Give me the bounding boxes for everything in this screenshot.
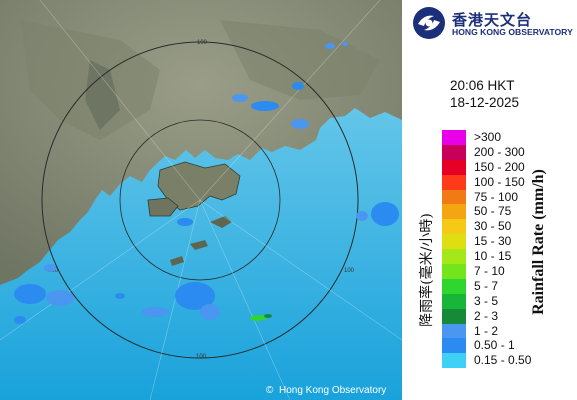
legend-swatch (442, 174, 466, 190)
rain-echoes (14, 42, 399, 324)
legend-title-chinese: 降雨率(毫米/小時) (419, 213, 435, 327)
legend-swatch (442, 249, 466, 265)
legend-color-scale (442, 130, 466, 369)
legend-label: 75 - 100 (474, 189, 519, 204)
observation-time: 20:06 HKT (450, 78, 515, 93)
legend-swatch (442, 144, 466, 160)
island (170, 256, 184, 266)
legend-swatch (442, 264, 466, 279)
legend-label: 5 - 7 (474, 278, 499, 293)
legend-label: 15 - 30 (474, 234, 512, 249)
legend-label: 7 - 10 (474, 264, 505, 279)
legend-label: 50 - 75 (474, 204, 512, 219)
island (210, 216, 232, 228)
legend-swatch (442, 219, 466, 235)
legend-panel: 香港天文台 HONG KONG OBSERVATORY 20:06 HKT 18… (402, 0, 577, 400)
legend-title-english: Rainfall Rate (mm/h) (530, 169, 547, 315)
legend-swatch (442, 278, 466, 294)
radar-map: 100 100 100 100 © Hong Kong Observatory (0, 0, 402, 400)
logo-chinese-text: 香港天文台 (452, 11, 533, 29)
range-ring-outer (41, 41, 359, 359)
legend-label: 10 - 15 (474, 249, 512, 264)
legend-label: 0.15 - 0.50 (474, 353, 532, 368)
copyright-symbol: © (266, 385, 274, 396)
legend-label: 0.50 - 1 (474, 338, 515, 353)
legend-label: 30 - 50 (474, 219, 512, 234)
legend-swatch (442, 308, 466, 324)
legend-label: 3 - 5 (474, 293, 499, 308)
radial-grid (0, 0, 402, 400)
legend-label: 100 - 150 (474, 174, 525, 189)
observation-date: 18-12-2025 (450, 95, 520, 110)
legend-swatch (442, 159, 466, 175)
lantau-island (147, 197, 179, 217)
logo-english-text: HONG KONG OBSERVATORY (452, 27, 573, 37)
river-island (85, 60, 120, 130)
legend-swatch (442, 323, 466, 339)
legend-swatch (442, 130, 466, 145)
range-label: 100 (196, 354, 207, 360)
hko-logo-icon (413, 7, 445, 39)
legend-swatch (442, 338, 466, 354)
range-label: 100 (344, 268, 355, 274)
hko-logo: 香港天文台 HONG KONG OBSERVATORY (412, 6, 577, 42)
copyright-text: Hong Kong Observatory (279, 385, 386, 396)
range-ring-inner (119, 119, 281, 281)
legend-swatch (442, 353, 466, 369)
legend-swatch (442, 204, 466, 220)
legend-swatch (442, 293, 466, 309)
legend-swatch (442, 234, 466, 250)
legend-label: 150 - 200 (474, 159, 525, 174)
legend-label: 1 - 2 (474, 323, 499, 338)
island (190, 240, 208, 250)
range-label: 100 (197, 40, 208, 46)
legend-label: >300 (474, 130, 502, 144)
legend-label: 200 - 300 (474, 144, 525, 159)
legend-labels: >300 200 - 300 150 - 200 100 - 150 75 - 100 5… (474, 130, 531, 368)
legend-label: 2 - 3 (474, 308, 499, 323)
legend-swatch (442, 189, 466, 205)
